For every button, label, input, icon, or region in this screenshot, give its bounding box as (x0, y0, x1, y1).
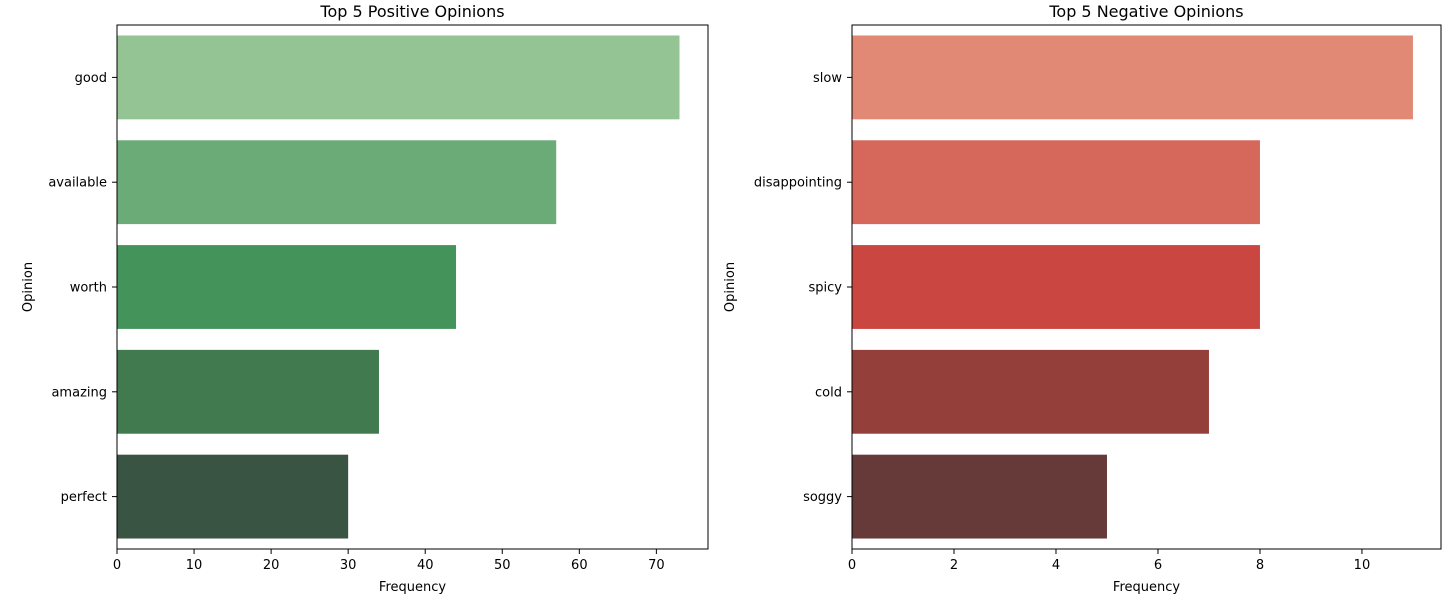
bar-available (117, 140, 557, 225)
y-tick-label-slow: slow (813, 71, 842, 86)
bar-cold (852, 349, 1209, 434)
y-tick-label-cold: cold (815, 385, 842, 400)
y-tick-label-good: good (75, 71, 107, 86)
bar-good (117, 35, 680, 120)
x-tick-label: 2 (950, 558, 958, 573)
x-tick-label: 10 (186, 558, 203, 573)
x-tick-label: 0 (113, 558, 121, 573)
x-axis-label: Frequency (1113, 580, 1180, 595)
y-tick-label-spicy: spicy (809, 281, 843, 296)
plot-frame (116, 24, 709, 550)
x-tick-label: 6 (1154, 558, 1162, 573)
y-axis-label: Opinion (723, 262, 738, 312)
x-tick-label: 70 (648, 558, 665, 573)
bar-amazing (117, 349, 379, 434)
bar-disappointing (852, 140, 1260, 225)
chart-title: Top 5 Negative Opinions (1048, 2, 1243, 21)
y-tick-label-amazing: amazing (51, 385, 107, 400)
bar-slow (852, 35, 1413, 120)
bar-perfect (117, 454, 349, 539)
x-tick-label: 10 (1354, 558, 1371, 573)
y-tick-label-soggy: soggy (803, 490, 842, 505)
x-tick-label: 40 (417, 558, 434, 573)
x-tick-label: 50 (494, 558, 511, 573)
x-tick-label: 30 (340, 558, 357, 573)
y-tick-label-worth: worth (70, 281, 107, 296)
x-tick-label: 8 (1256, 558, 1264, 573)
negative-opinions-chart: Top 5 Negative Opinions slow disappointing… (723, 2, 1442, 595)
x-tick-label: 20 (263, 558, 280, 573)
x-tick-label: 0 (848, 558, 856, 573)
chart-title: Top 5 Positive Opinions (319, 2, 504, 21)
bar-worth (117, 245, 457, 329)
bar-spicy (852, 245, 1260, 329)
x-axis-label: Frequency (379, 580, 446, 595)
positive-opinions-chart: Top 5 Positive Opinions good available wort… (21, 2, 709, 595)
x-tick-label: 4 (1052, 558, 1060, 573)
y-tick-label-available: available (48, 176, 107, 191)
y-tick-label-disappointing: disappointing (754, 176, 842, 191)
bar-soggy (852, 454, 1107, 539)
y-axis-label: Opinion (21, 262, 36, 312)
y-tick-label-perfect: perfect (61, 490, 107, 505)
plot-frame (851, 24, 1442, 550)
x-tick-label: 60 (571, 558, 588, 573)
